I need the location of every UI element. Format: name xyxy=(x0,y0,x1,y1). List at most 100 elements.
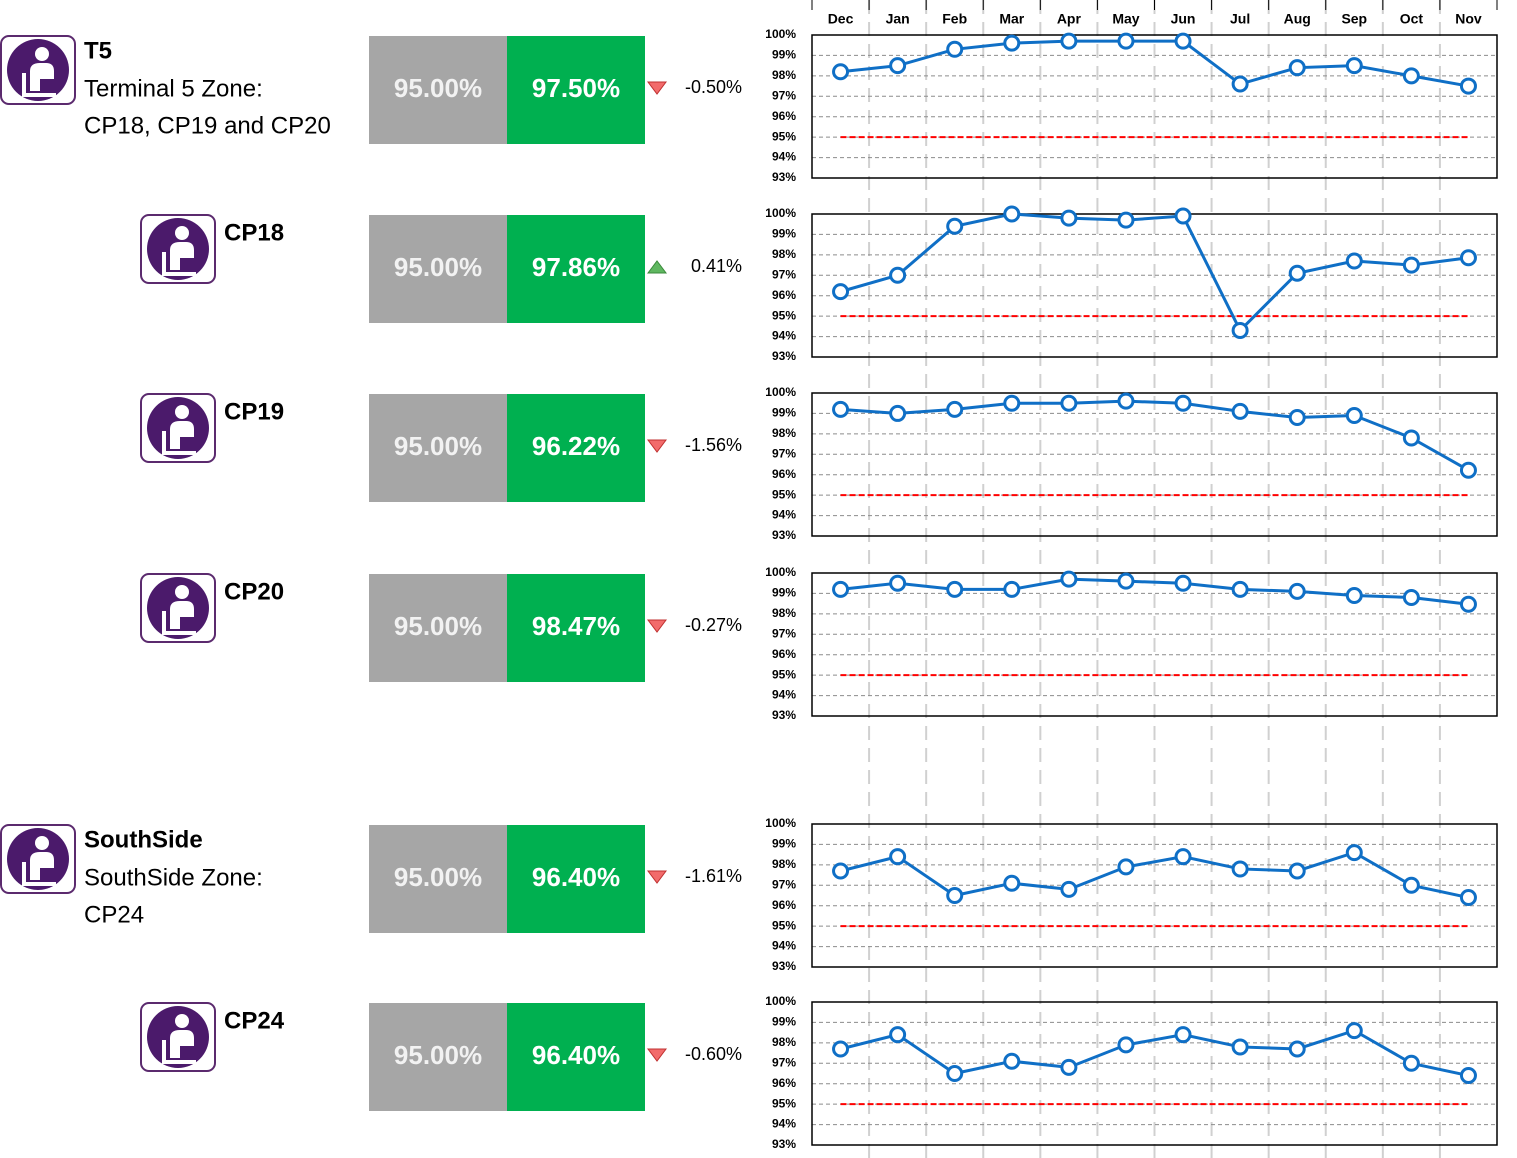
target-value: 95.00% xyxy=(394,252,482,282)
y-tick-label: 99% xyxy=(772,1015,796,1029)
data-point xyxy=(1174,848,1192,866)
target-box xyxy=(369,574,507,682)
data-point xyxy=(1288,409,1306,427)
y-tick-label: 93% xyxy=(772,959,796,973)
data-point xyxy=(1345,586,1363,604)
actual-box xyxy=(507,394,645,502)
trend-arrow xyxy=(647,439,667,453)
y-tick-label: 97% xyxy=(772,446,796,460)
data-point xyxy=(832,63,850,81)
y-tick-label: 94% xyxy=(772,150,796,164)
trend-arrow xyxy=(647,619,667,633)
data-point xyxy=(1060,570,1078,588)
data-point xyxy=(1117,1036,1135,1054)
y-tick-label: 93% xyxy=(772,528,796,542)
y-tick-label: 98% xyxy=(772,247,796,261)
series-line xyxy=(840,850,1469,900)
data-point xyxy=(1288,59,1306,77)
data-point xyxy=(1117,211,1135,229)
month-label: Apr xyxy=(1057,11,1082,27)
month-label: Jun xyxy=(1171,11,1196,27)
y-tick-label: 98% xyxy=(772,606,796,620)
officer-icon xyxy=(140,573,216,643)
data-point xyxy=(889,404,907,422)
plot-frame xyxy=(811,823,1498,968)
y-tick-label: 98% xyxy=(772,857,796,871)
data-point xyxy=(1459,889,1477,907)
data-point xyxy=(889,574,907,592)
y-tick-label: 93% xyxy=(772,1137,796,1151)
data-point xyxy=(1060,32,1078,50)
data-point xyxy=(1402,876,1420,894)
series-line xyxy=(840,212,1469,333)
y-tick-label: 95% xyxy=(772,1096,796,1110)
data-point xyxy=(889,1026,907,1044)
data-point xyxy=(1003,874,1021,892)
trend-arrow xyxy=(647,870,667,884)
y-tick-label: 99% xyxy=(772,406,796,420)
y-tick-label: 97% xyxy=(772,267,796,281)
data-point xyxy=(1231,860,1249,878)
change-value: -0.27% xyxy=(685,615,742,635)
data-point xyxy=(1288,582,1306,600)
panel-subtitle: SouthSide Zone: xyxy=(84,864,263,891)
y-tick-label: 98% xyxy=(772,426,796,440)
panel-title: CP18 xyxy=(224,219,284,246)
data-point xyxy=(1117,858,1135,876)
change-value: -1.61% xyxy=(685,866,742,886)
data-point xyxy=(1345,406,1363,424)
actual-box xyxy=(507,215,645,323)
y-tick-label: 93% xyxy=(772,708,796,722)
change-value: -1.56% xyxy=(685,435,742,455)
icon-head xyxy=(35,836,49,850)
icon-desk xyxy=(162,431,196,455)
data-point xyxy=(1459,1067,1477,1085)
data-point xyxy=(946,1065,964,1082)
icon-desk xyxy=(162,1040,196,1064)
target-box xyxy=(369,36,507,144)
data-point xyxy=(1402,589,1420,607)
panel-subtitle: CP18, CP19 and CP20 xyxy=(84,112,331,139)
y-tick-label: 100% xyxy=(765,565,796,579)
y-tick-label: 97% xyxy=(772,1055,796,1069)
target-box xyxy=(369,825,507,933)
y-tick-label: 93% xyxy=(772,349,796,363)
y-tick-label: 96% xyxy=(772,647,796,661)
data-point xyxy=(1288,862,1306,880)
icon-head xyxy=(35,47,49,61)
actual-value: 96.40% xyxy=(532,1040,620,1070)
data-point xyxy=(1288,264,1306,282)
month-label: Sep xyxy=(1341,11,1367,27)
data-point xyxy=(1003,394,1021,412)
trend-arrow xyxy=(647,1048,667,1062)
y-tick-label: 93% xyxy=(772,170,796,184)
data-point xyxy=(832,283,850,301)
month-label: Jul xyxy=(1230,11,1250,27)
actual-box xyxy=(507,36,645,144)
plot-frame xyxy=(811,392,1498,537)
icon-body xyxy=(170,1030,194,1058)
icon-desk xyxy=(162,611,196,635)
officer-icon xyxy=(0,824,76,894)
officer-icon xyxy=(0,35,76,105)
data-point xyxy=(1117,32,1135,50)
target-value: 95.00% xyxy=(394,862,482,892)
data-point xyxy=(1060,394,1078,412)
y-tick-label: 100% xyxy=(765,994,796,1008)
target-value: 95.00% xyxy=(394,431,482,461)
panel-title: SouthSide xyxy=(84,826,203,853)
actual-value: 96.40% xyxy=(532,862,620,892)
panel-subtitle: CP24 xyxy=(84,901,144,928)
data-point xyxy=(946,217,964,235)
plot-frame xyxy=(811,1001,1498,1146)
y-tick-label: 94% xyxy=(772,329,796,343)
data-point xyxy=(1345,252,1363,270)
series-line xyxy=(840,1028,1469,1078)
data-point xyxy=(1060,880,1078,898)
data-point xyxy=(1402,256,1420,274)
data-point xyxy=(1402,429,1420,447)
trend-arrow xyxy=(647,260,667,274)
y-tick-label: 95% xyxy=(772,129,796,143)
data-point xyxy=(1459,461,1477,479)
